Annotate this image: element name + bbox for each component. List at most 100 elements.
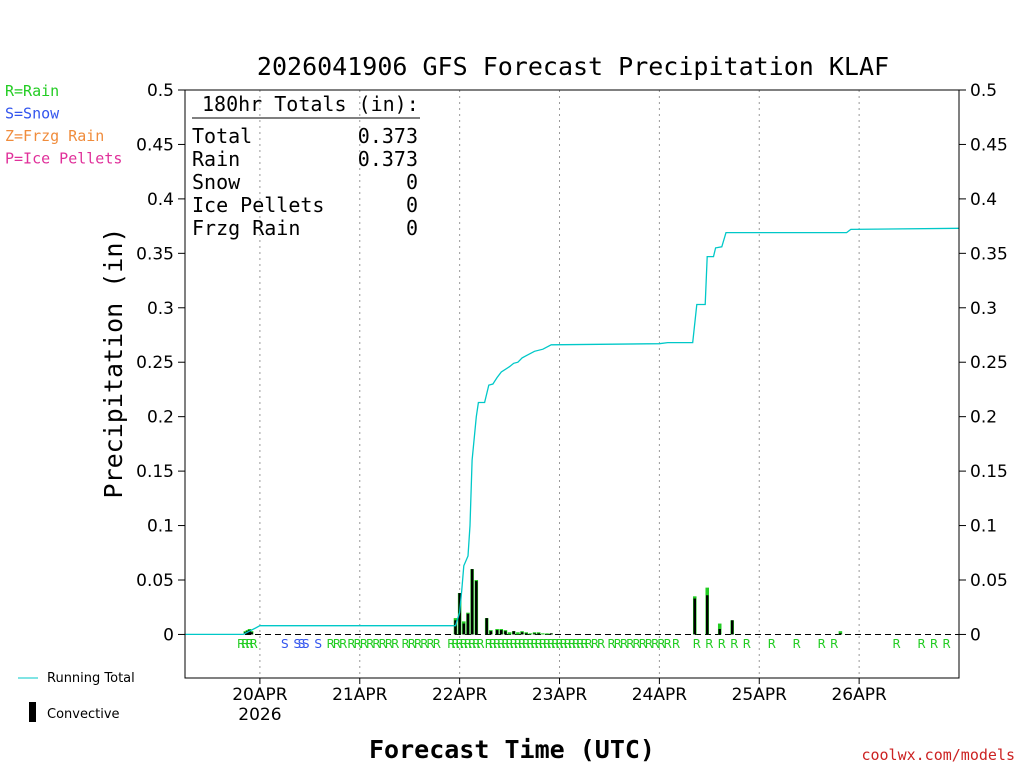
- y-tick-label-right: 0.15: [970, 462, 1008, 482]
- convective-bar: [693, 598, 697, 635]
- precip-type-marker: S: [314, 637, 322, 651]
- precip-type-marker: R: [472, 637, 480, 651]
- precip-type-marker: R: [241, 637, 249, 651]
- precip-type-marker: R: [378, 637, 386, 651]
- y-tick-label-right: 0.2: [970, 408, 997, 428]
- x-tick-year-label: 2026: [238, 705, 281, 725]
- precip-type-marker: R: [455, 637, 463, 651]
- rain-bar: [545, 633, 549, 635]
- precip-type-marker: R: [632, 637, 640, 651]
- convective-bar: [248, 630, 251, 635]
- y-tick-label-right: 0.05: [970, 571, 1008, 591]
- precip-type-marker: R: [718, 637, 726, 651]
- precip-type-marker: R: [576, 637, 584, 651]
- precip-type-marker: R: [555, 637, 563, 651]
- precip-type-marker: R: [464, 637, 472, 651]
- y-tick-label-right: 0.4: [970, 190, 997, 210]
- precip-type-marker: R: [460, 637, 468, 651]
- precip-type-marker: R: [485, 637, 493, 651]
- precip-type-marker: R: [245, 637, 253, 651]
- credit-text: coolwx.com/models: [861, 746, 1015, 764]
- y-tick-label-right: 0.5: [970, 81, 997, 101]
- convective-legend-swatch: [29, 702, 36, 722]
- rain-bar: [516, 632, 520, 635]
- precip-type-marker: R: [892, 637, 900, 651]
- convective-bar: [504, 631, 507, 635]
- precip-type-marker: R: [547, 637, 555, 651]
- precip-type-marker: R: [447, 637, 455, 651]
- totals-rows: Total 0.373 Rain 0.373 Snow 0 Ice Pellets 0 Frzg…: [192, 124, 418, 240]
- y-tick-label-left: 0.35: [136, 244, 174, 264]
- y-tick-label-right: 0.35: [970, 244, 1008, 264]
- precip-type-legend-item: Z=Frzg Rain: [5, 127, 104, 145]
- precip-type-marker: S: [294, 637, 302, 651]
- x-tick-label: 26APR: [831, 685, 887, 705]
- grid-layer: [185, 90, 959, 678]
- convective-bar: [250, 632, 253, 635]
- totals-row-value: 0.373: [358, 147, 418, 171]
- convective-bar: [549, 633, 553, 635]
- precip-type-marker: R: [426, 637, 434, 651]
- precip-type-marker: R: [639, 637, 647, 651]
- y-tick-label-left: 0: [163, 625, 174, 645]
- precip-type-marker: R: [597, 637, 605, 651]
- precip-type-marker: R: [626, 637, 634, 651]
- chart-title: 2026041906 GFS Forecast Precipitation KL…: [257, 52, 889, 81]
- precip-type-marker: R: [730, 637, 738, 651]
- y-tick-label-left: 0.4: [147, 190, 174, 210]
- precip-type-marker: R: [657, 637, 665, 651]
- totals-row-label: Total: [192, 124, 252, 148]
- precip-type-marker: R: [564, 637, 572, 651]
- totals-row-value: 0: [406, 216, 418, 240]
- x-tick-label: 23APR: [532, 685, 588, 705]
- precip-type-marker: R: [354, 637, 362, 651]
- convective-bar: [489, 631, 493, 635]
- precip-type-marker: R: [347, 637, 355, 651]
- precip-type-marker: R: [693, 637, 701, 651]
- precip-type-marker: R: [501, 637, 509, 651]
- precip-type-marker: R: [505, 637, 513, 651]
- precip-type-marker: R: [408, 637, 416, 651]
- precip-type-marker: R: [830, 637, 838, 651]
- precip-type-marker: R: [530, 637, 538, 651]
- y-tick-label-left: 0.45: [136, 135, 174, 155]
- precip-type-marker: R: [468, 637, 476, 651]
- y-tick-label-right: 0: [970, 625, 981, 645]
- precip-type-marker: R: [535, 637, 543, 651]
- precip-type-marker: R: [414, 637, 422, 651]
- running-total-legend-label: Running Total: [47, 671, 135, 686]
- precip-type-marker: S: [298, 637, 306, 651]
- totals-box: 180hr Totals (in): Total 0.373 Rain 0.373 Sn…: [192, 92, 420, 240]
- precip-type-marker: R: [539, 637, 547, 651]
- precip-type-marker: R: [497, 637, 505, 651]
- precip-type-marker: R: [522, 637, 530, 651]
- convective-bar: [495, 630, 499, 635]
- totals-row-value: 0: [406, 170, 418, 194]
- precip-type-marker: R: [420, 637, 428, 651]
- precip-type-marker: R: [372, 637, 380, 651]
- y-tick-label-left: 0.2: [147, 408, 174, 428]
- precip-type-marker: R: [366, 637, 374, 651]
- plot-frame: [184, 89, 960, 679]
- convective-bar: [466, 613, 470, 635]
- y-tick-label-right: 0.1: [970, 517, 997, 537]
- convective-bar: [470, 569, 474, 635]
- convective-bar: [454, 620, 457, 635]
- precip-type-marker: R: [401, 637, 409, 651]
- totals-row-label: Snow: [192, 170, 241, 194]
- precip-type-marker: R: [591, 637, 599, 651]
- precip-type-marker: R: [818, 637, 826, 651]
- y-tick-label-left: 0.3: [147, 299, 174, 319]
- x-tick-label: 20APR: [232, 685, 288, 705]
- convective-bar: [705, 595, 709, 635]
- precip-type-marker: R: [385, 637, 393, 651]
- y-axis-left: 0 0.05 0.1 0.15 0.2 0.25 0.3 0.35 0.4 0.45 0.5: [136, 81, 185, 645]
- y-tick-label-right: 0.25: [970, 353, 1008, 373]
- totals-row-value: 0: [406, 193, 418, 217]
- running-total-line: [185, 227, 960, 636]
- y-tick-label-right: 0.45: [970, 135, 1008, 155]
- totals-row-label: Ice Pellets: [192, 193, 324, 217]
- convective-bar: [839, 633, 842, 635]
- precip-type-marker: R: [451, 637, 459, 651]
